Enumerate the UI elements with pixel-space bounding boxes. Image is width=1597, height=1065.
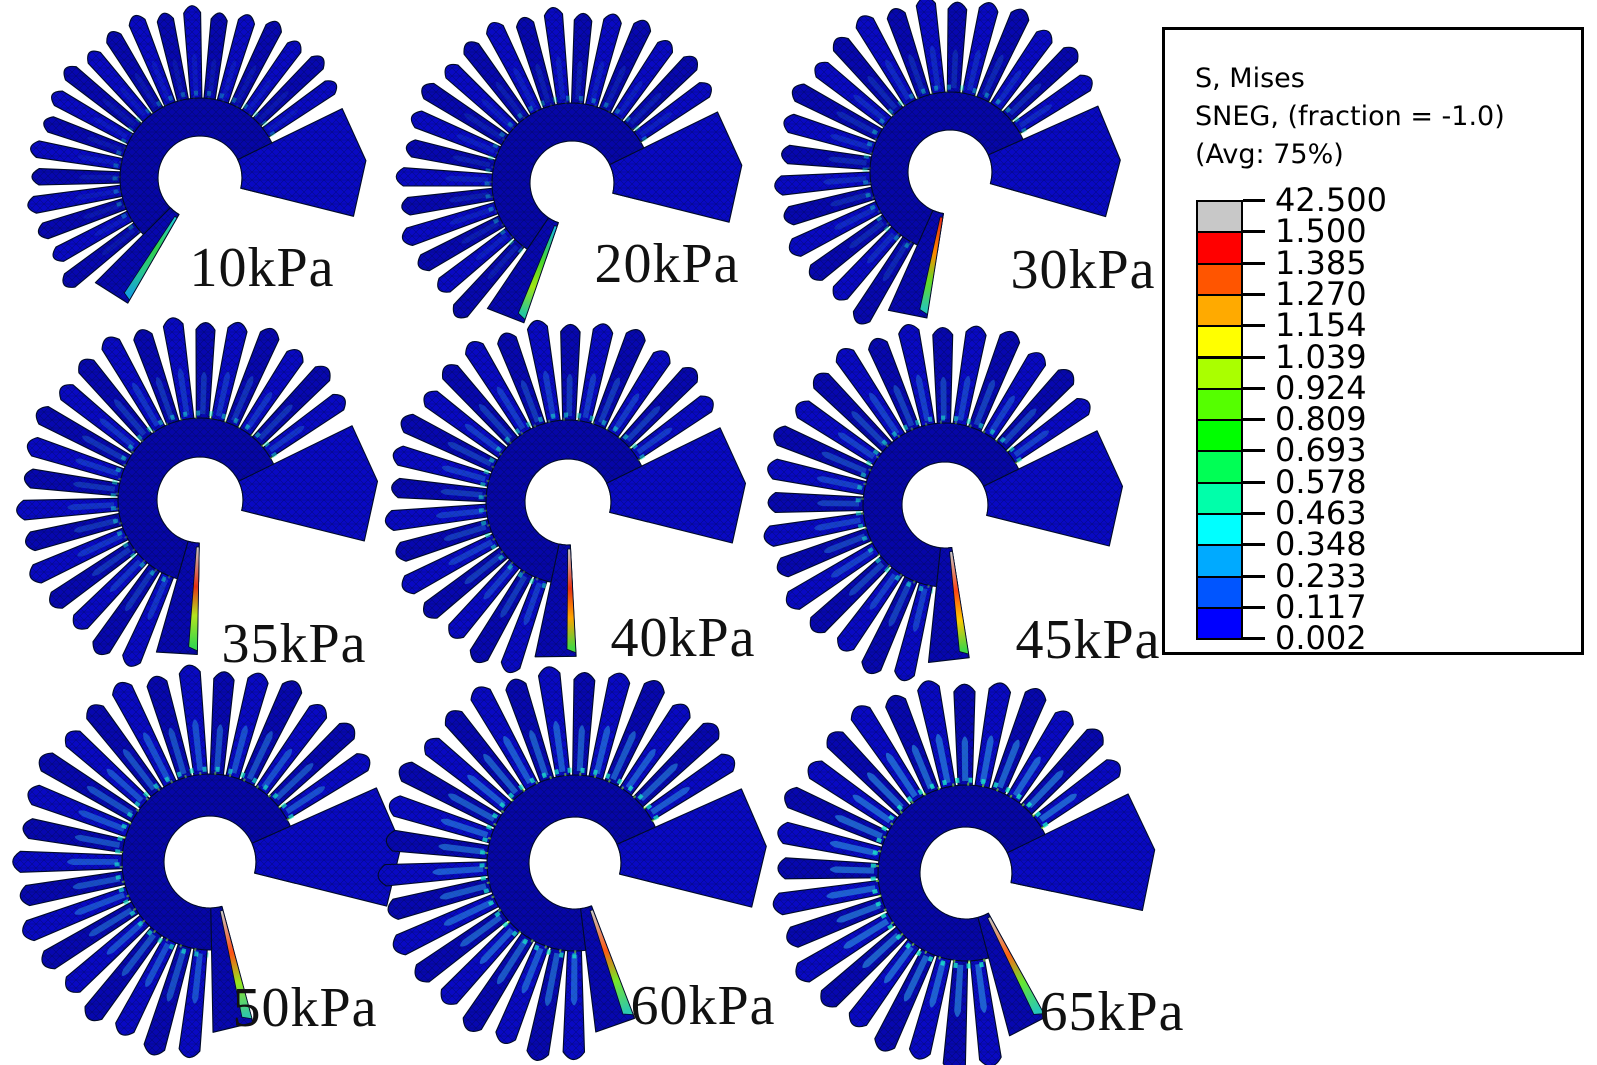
legend-tick-mark <box>1243 292 1265 296</box>
legend-tick-mark <box>1243 449 1265 453</box>
actuator-35kPa <box>16 317 379 667</box>
actuator-20kPa <box>395 7 743 324</box>
actuator-30kPa <box>774 0 1121 325</box>
actuator-45kPa <box>763 324 1124 682</box>
actuator-40kPa <box>384 320 747 674</box>
legend-tick-value: 0.693 <box>1275 431 1367 470</box>
legend-tick-mark <box>1243 605 1265 609</box>
legend-band-swatch <box>1196 575 1243 609</box>
legend-tick-mark <box>1243 230 1265 234</box>
legend-tick-value: 1.385 <box>1275 243 1367 282</box>
legend-tick-value: 0.463 <box>1275 494 1367 532</box>
legend-tick-value: 0.924 <box>1275 368 1367 407</box>
actuators-group <box>12 0 1156 1065</box>
actuator-65kPa <box>772 680 1156 1065</box>
legend-tick-mark <box>1243 261 1265 265</box>
legend-band-swatch <box>1196 356 1243 390</box>
legend-tick-mark <box>1243 418 1265 422</box>
legend-tick-mark <box>1243 543 1265 547</box>
legend-tick-mark <box>1243 637 1265 641</box>
end-stress-strip <box>566 548 577 654</box>
pressure-label-20kpa: 20kPa <box>594 233 740 295</box>
legend-band-swatch <box>1196 481 1243 515</box>
legend-tick-mark <box>1243 480 1265 484</box>
pressure-label-45kpa: 45kPa <box>1015 609 1161 671</box>
legend-tick-value: 1.039 <box>1275 337 1367 376</box>
end-stress-strip <box>987 916 1045 1015</box>
end-stress-strip <box>949 550 970 655</box>
legend-tick-value: 1.154 <box>1275 306 1367 345</box>
actuator-50kPa <box>12 664 402 1059</box>
end-stress-strip <box>589 909 634 1016</box>
legend-tick-value: 1.500 <box>1275 212 1367 251</box>
pressure-label-50kpa: 50kPa <box>232 977 378 1039</box>
legend-layer-label: SNEG, (fraction = -1.0) <box>1195 101 1505 132</box>
legend-tick-value: 42.500 <box>1275 181 1387 219</box>
legend-band-swatch <box>1196 387 1243 422</box>
end-stress-strip <box>219 909 253 1020</box>
end-stress-strip <box>517 224 558 321</box>
legend-quantity-label: S, Mises <box>1195 63 1305 94</box>
legend-tick-value: 1.270 <box>1275 274 1367 313</box>
legend-tick-value: 0.578 <box>1275 462 1367 501</box>
pressure-label-35kpa: 35kPa <box>221 613 367 675</box>
legend-band-swatch <box>1196 200 1243 234</box>
actuator-60kPa <box>377 666 767 1061</box>
end-stress-strip <box>188 546 200 652</box>
legend-tick-value: 0.348 <box>1275 525 1367 564</box>
legend-band-swatch <box>1196 606 1243 641</box>
legend-band-swatch <box>1196 325 1243 359</box>
legend-tick-mark <box>1243 512 1265 515</box>
legend-band-swatch <box>1196 450 1243 484</box>
pressure-label-60kpa: 60kPa <box>630 975 776 1037</box>
end-stress-strip <box>919 216 944 316</box>
legend-tick-value: 0.002 <box>1275 619 1367 658</box>
legend-band-swatch <box>1196 231 1243 265</box>
pressure-label-30kpa: 30kPa <box>1010 239 1156 301</box>
legend-tick-value: 0.233 <box>1275 556 1367 595</box>
legend-average-label: (Avg: 75%) <box>1195 139 1344 170</box>
legend-tick-value: 0.117 <box>1275 587 1367 626</box>
actuator-10kPa <box>27 5 367 304</box>
legend-tick-mark <box>1243 355 1265 359</box>
legend-band-swatch <box>1196 513 1243 547</box>
legend-color-scale: 42.500 1.500 1.385 1.270 1.154 1.039 0.924 0.80… <box>1165 30 1581 657</box>
legend-band-swatch <box>1196 544 1243 578</box>
legend-tick-mark <box>1243 324 1265 328</box>
legend-tick-mark <box>1243 574 1265 578</box>
legend-band-swatch <box>1196 293 1243 328</box>
pressure-label-65kpa: 65kPa <box>1039 981 1185 1043</box>
contour-legend: S, Mises SNEG, (fraction = -1.0) (Avg: 7… <box>1162 27 1584 657</box>
legend-tick-mark <box>1243 386 1265 390</box>
legend-band-swatch <box>1196 262 1243 296</box>
legend-tick-value: 0.809 <box>1275 400 1367 439</box>
legend-band-swatch <box>1196 419 1243 453</box>
pressure-label-10kpa: 10kPa <box>189 237 335 299</box>
end-stress-strip <box>123 215 178 301</box>
pressure-label-40kpa: 40kPa <box>610 607 756 669</box>
legend-titles: S, Mises SNEG, (fraction = -1.0) (Avg: 7… <box>1195 60 1505 174</box>
legend-tick-mark <box>1243 199 1265 202</box>
